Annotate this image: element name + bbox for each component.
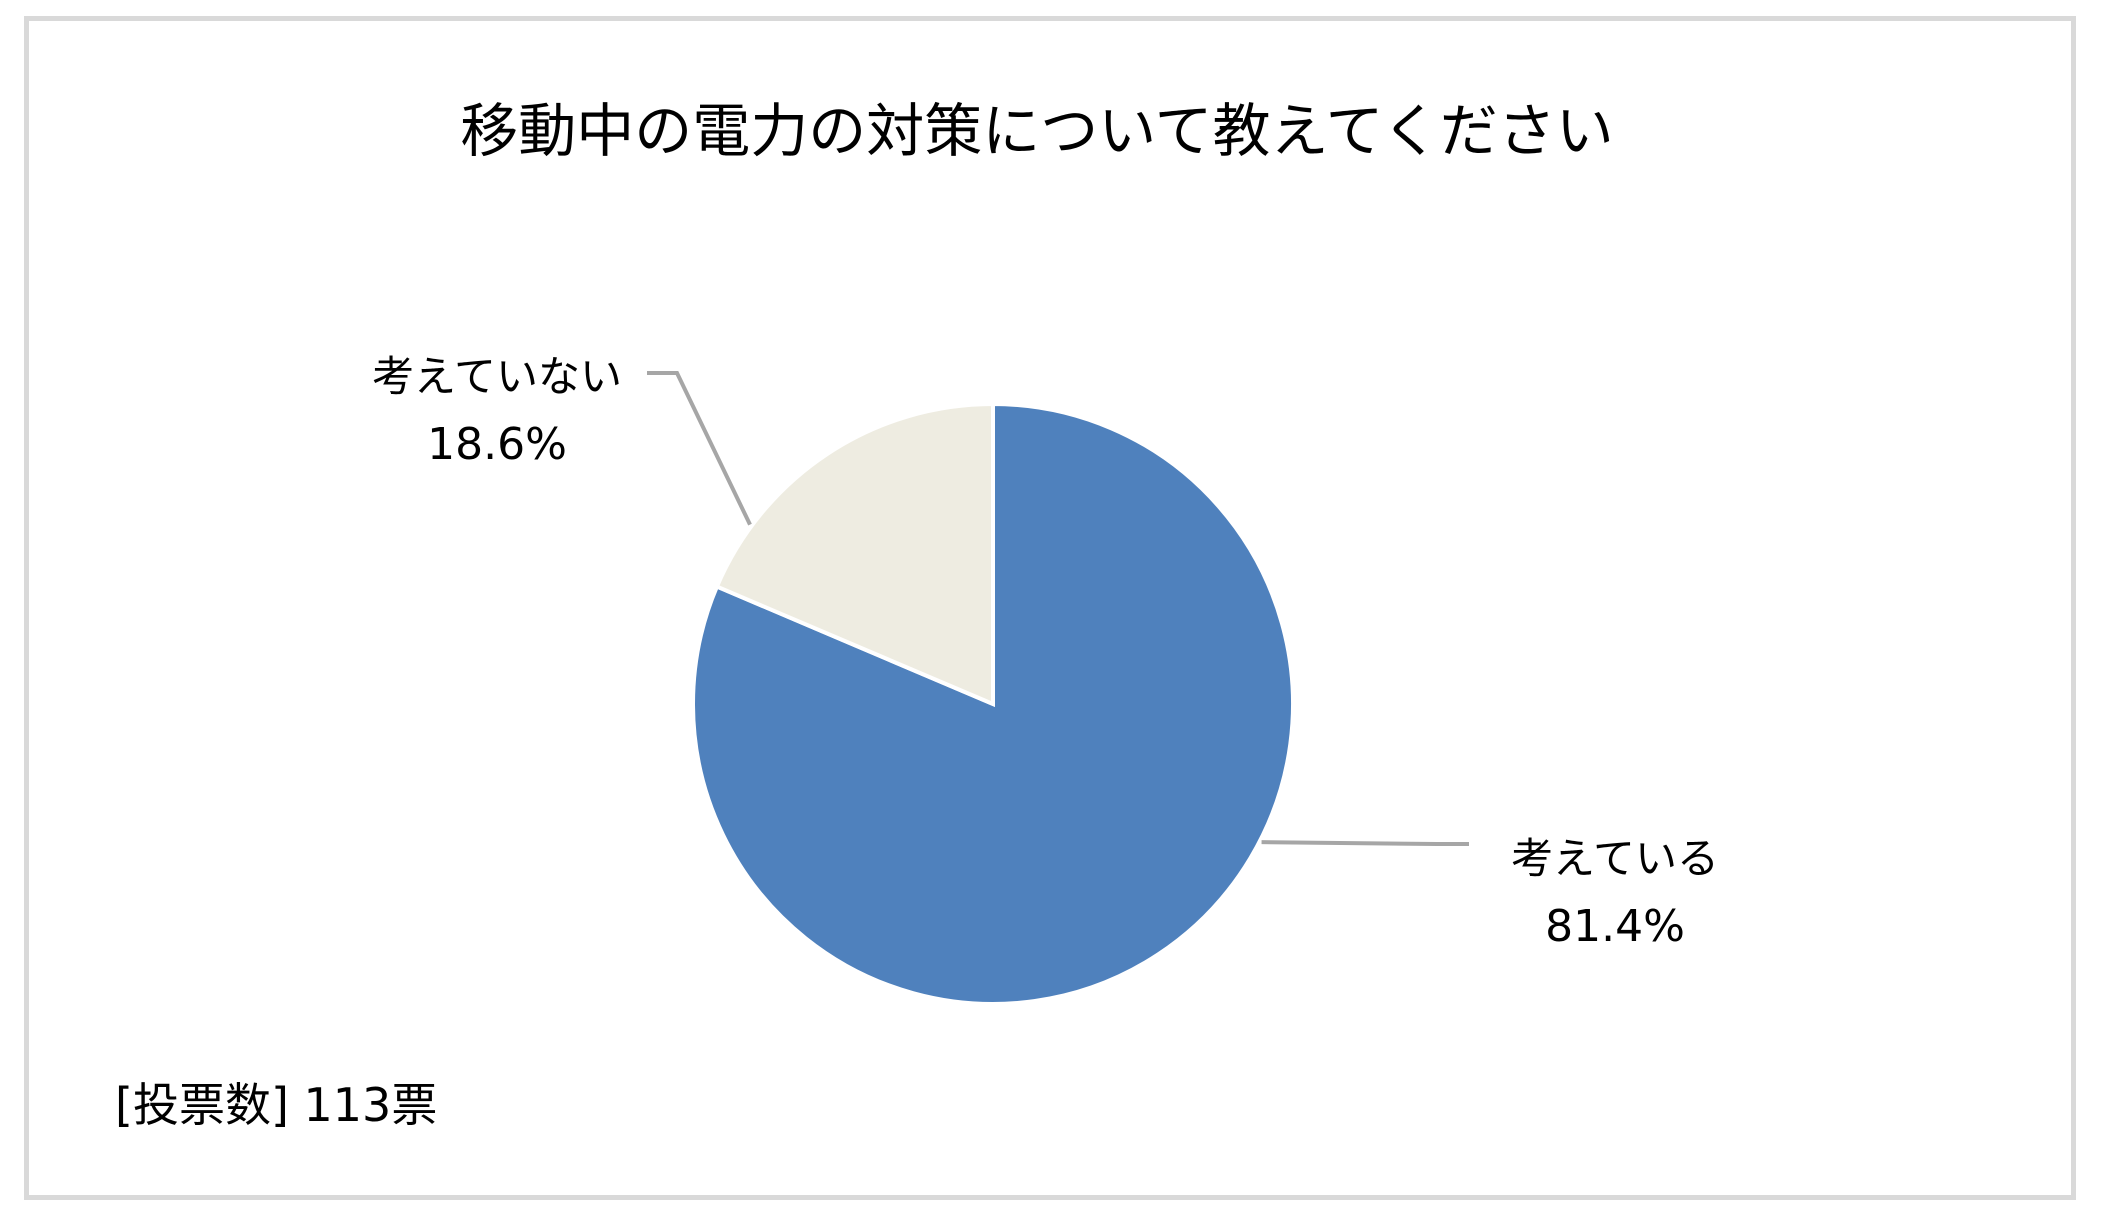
pie-slice-1 [714, 401, 995, 708]
vote-count-footnote: [投票数] 113票 [115, 1078, 437, 1132]
slice-label-value-1: 18.6% [427, 419, 567, 470]
pie-slices [691, 401, 1295, 1006]
leader-lines [647, 371, 1469, 846]
slice-labels: 考えている 81.4% 考えていない 18.6% [372, 352, 1719, 952]
leader-line-0 [1261, 840, 1469, 846]
pie-chart: 移動中の電力の対策について教えてください 考えている 81.4% 考えていない 18.… [115, 97, 1719, 1132]
slice-label-name-0: 考えている [1511, 834, 1719, 883]
leader-line-1 [647, 371, 752, 526]
chart-frame: 移動中の電力の対策について教えてください 考えている 81.4% 考えていない 18.… [24, 16, 2076, 1200]
slice-label-value-0: 81.4% [1545, 901, 1685, 952]
slice-label-name-1: 考えていない [372, 352, 622, 401]
chart-title: 移動中の電力の対策について教えてください [460, 97, 1614, 165]
